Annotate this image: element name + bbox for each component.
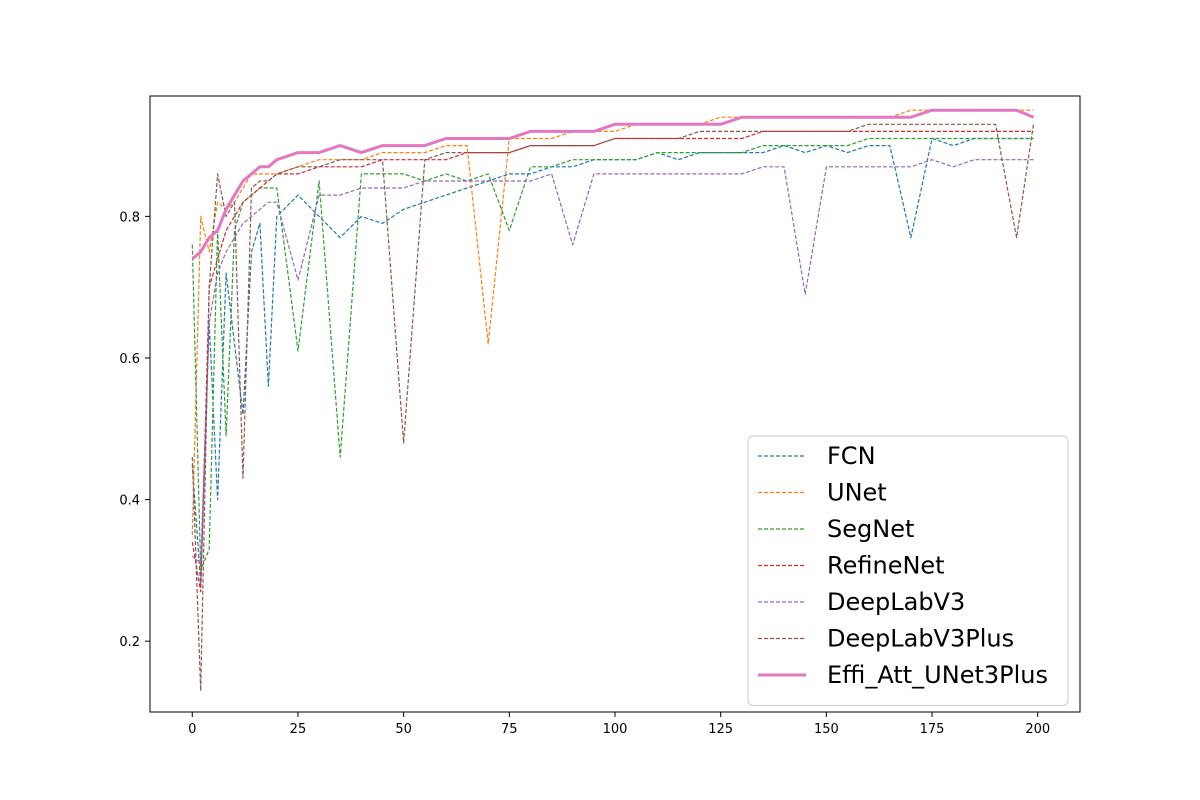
x-tick-label: 100 [603, 722, 628, 737]
x-tick-label: 150 [814, 722, 839, 737]
y-tick-label: 0.6 [119, 352, 140, 367]
legend-label: DeepLabV3Plus [827, 625, 1014, 653]
series-line-deeplabv3plus [191, 123, 1035, 692]
series-line-effi-att-unet3plus [191, 108, 1035, 261]
y-tick-label: 0.8 [119, 210, 140, 225]
series-layer [191, 108, 1035, 692]
x-tick-label: 125 [708, 722, 733, 737]
legend-label: RefineNet [827, 552, 945, 580]
legend-box [747, 435, 1069, 706]
legend-label: SegNet [827, 515, 914, 543]
series-line-unet [191, 109, 1034, 536]
x-tick-label: 0 [188, 722, 196, 737]
legend: FCN UNet SegNet RefineNet DeepLabV3 DeepLabV3… [747, 435, 1069, 706]
legend-label: UNet [827, 479, 887, 507]
series-line-segnet [191, 137, 1034, 571]
x-tick-label: 75 [501, 722, 518, 737]
x-tick-label: 175 [920, 722, 945, 737]
y-tick-label: 0.4 [119, 494, 140, 509]
x-tick-label: 200 [1025, 722, 1050, 737]
x-tick-label: 50 [395, 722, 412, 737]
series-line-refinenet [191, 130, 1034, 593]
legend-label: DeepLabV3 [827, 588, 965, 616]
legend-label: Effi_Att_UNet3Plus [827, 661, 1048, 689]
axes-layer: 0 25 50 75 100 125 150 175 200 0.2 0.4 0.6 0.8 [119, 95, 1081, 737]
legend-label: FCN [827, 442, 876, 470]
x-tick-label: 25 [290, 722, 307, 737]
y-tick-label: 0.2 [119, 635, 140, 650]
